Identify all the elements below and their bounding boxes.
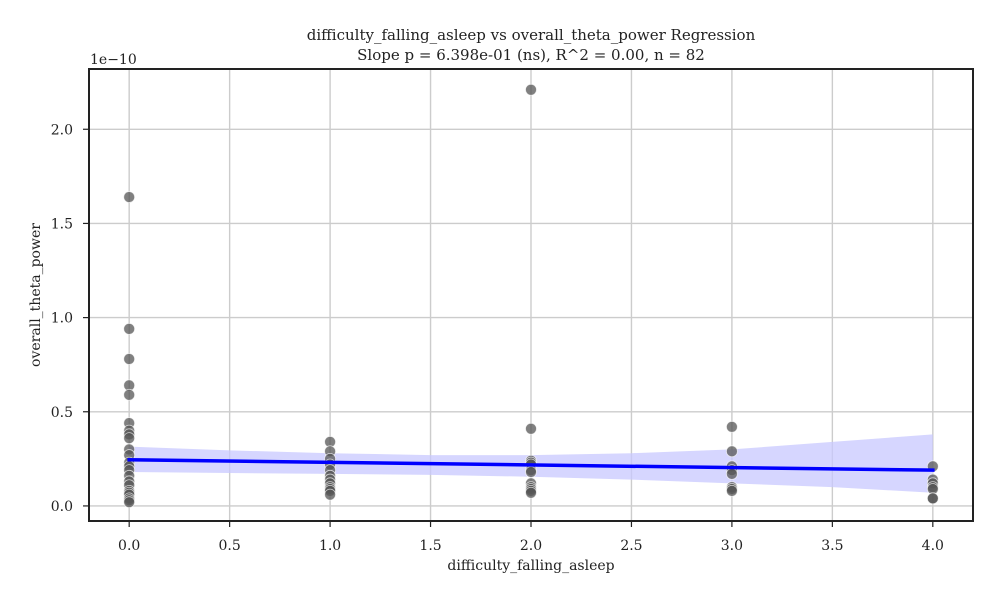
x-axis-label: difficulty_falling_asleep xyxy=(447,558,614,574)
x-tick-label: 1.0 xyxy=(319,538,341,554)
y-tick-label: 1.5 xyxy=(51,216,73,232)
x-tick-label: 3.0 xyxy=(721,538,743,554)
data-point xyxy=(726,468,738,480)
plot-frame xyxy=(88,68,974,522)
data-point xyxy=(123,191,136,203)
y-tick-label: 0.5 xyxy=(51,405,73,421)
data-point xyxy=(726,445,738,458)
x-tick-label: 4.0 xyxy=(922,538,944,554)
x-tick-label: 2.5 xyxy=(620,538,642,554)
data-point xyxy=(123,496,136,509)
data-point xyxy=(525,486,537,499)
data-point xyxy=(123,388,136,401)
regression-line xyxy=(127,458,935,472)
data-point xyxy=(926,492,939,505)
data-point xyxy=(525,466,537,478)
x-tick-label: 0.5 xyxy=(219,538,241,554)
regression-line-layer xyxy=(127,458,935,472)
x-tick-label: 3.5 xyxy=(821,538,843,554)
data-point xyxy=(324,488,336,501)
x-tick-label: 2.0 xyxy=(520,538,542,554)
data-point xyxy=(726,420,738,433)
y-tick-label: 2.0 xyxy=(51,122,73,138)
data-point xyxy=(123,322,136,335)
x-tick-label: 0.0 xyxy=(118,538,140,554)
grid-lines xyxy=(89,69,973,521)
y-tick-label: 1.0 xyxy=(51,311,73,327)
data-point xyxy=(525,83,537,96)
data-point xyxy=(726,484,738,497)
axis-ticks: 0.0 0.5 1.0 1.5 2.0 2.5 3.0 3.5 4.0 0.0 0.5 1.0 1.5 2… xyxy=(51,122,944,554)
y-axis-label: overall_theta_power xyxy=(28,223,44,367)
data-point xyxy=(123,353,136,365)
y-tick-label: 0.0 xyxy=(51,499,73,515)
data-point xyxy=(123,432,136,445)
x-tick-label: 1.5 xyxy=(419,538,441,554)
chart-subtitle: Slope p = 6.398e-01 (ns), R^2 = 0.00, n … xyxy=(357,46,705,64)
chart-title: difficulty_falling_asleep vs overall_the… xyxy=(307,26,756,44)
y-axis-offset-label: 1e−10 xyxy=(90,52,137,68)
data-points-layer xyxy=(123,83,939,509)
data-point xyxy=(525,422,537,435)
